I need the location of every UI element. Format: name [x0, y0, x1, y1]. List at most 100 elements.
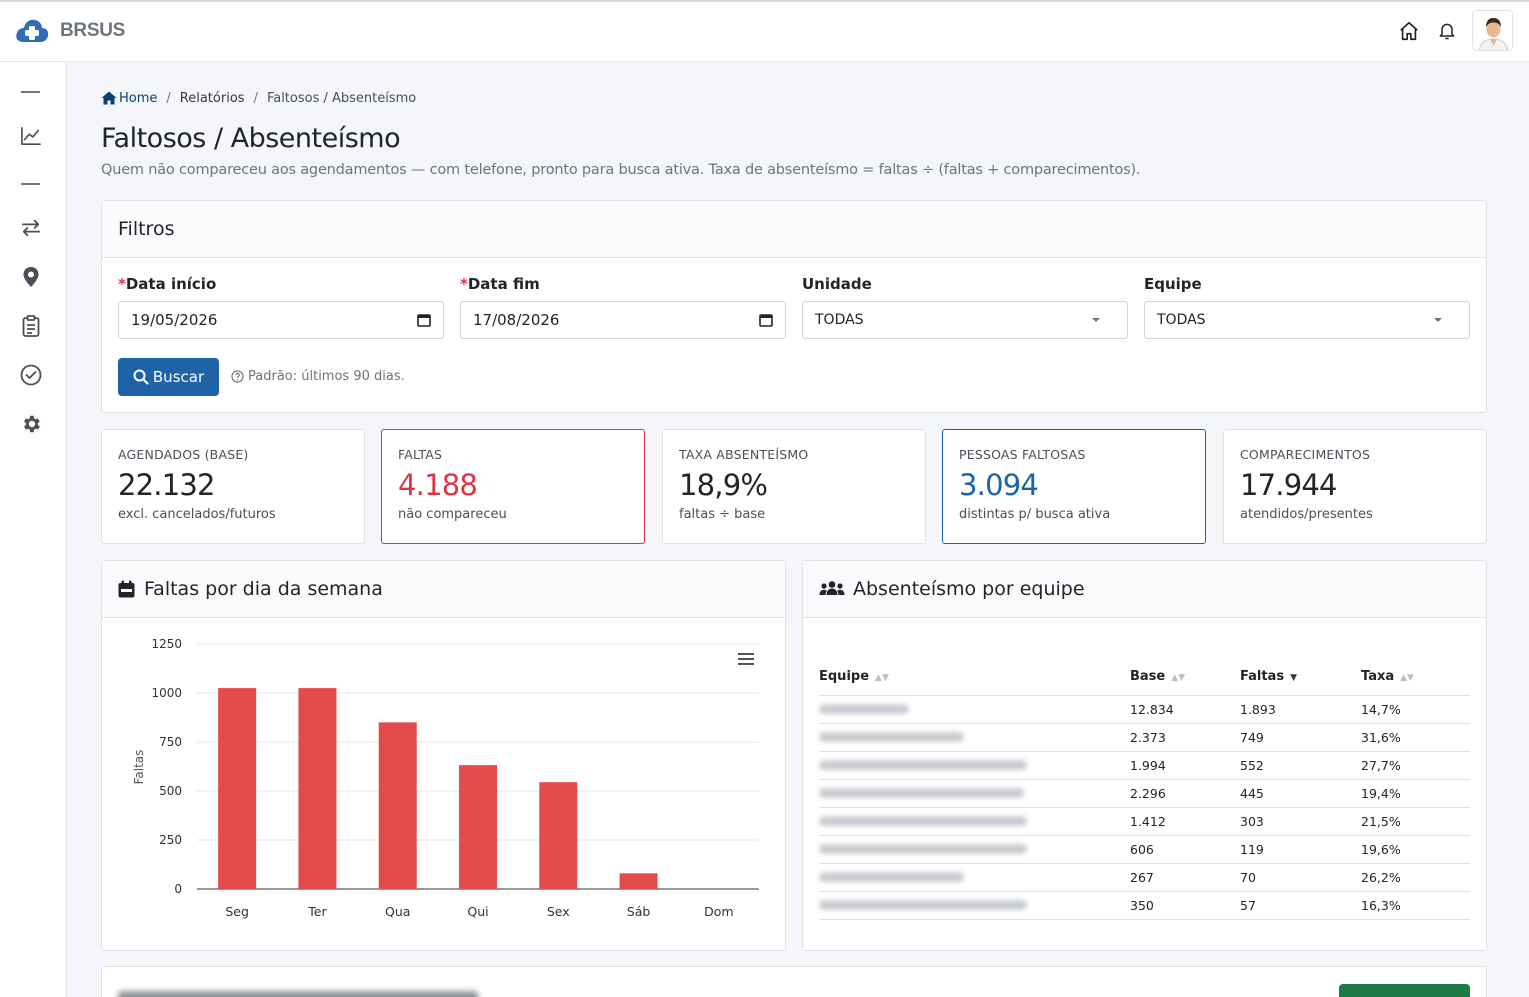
- column-header-absences[interactable]: Faltas ▼: [1240, 659, 1361, 696]
- kpi-value: 4.188: [398, 468, 478, 502]
- end-date-input[interactable]: 17/08/2026: [460, 301, 786, 339]
- kpi-note: faltas ÷ base: [679, 507, 766, 522]
- page-title: Faltosos / Absenteísmo: [101, 123, 401, 154]
- column-header-team[interactable]: Equipe ▲▼: [819, 659, 1130, 696]
- chart-menu-icon[interactable]: [738, 652, 754, 666]
- y-axis-label: Faltas: [132, 750, 146, 785]
- sidebar: [0, 62, 67, 997]
- team-absence-card: Absenteísmo por equipe Equipe ▲▼ Base ▲▼ F…: [802, 560, 1487, 951]
- rate-cell: 21,5%: [1361, 807, 1470, 836]
- table-row[interactable]: 1.994 552 27,7%: [819, 751, 1470, 780]
- column-header-rate[interactable]: Taxa ▲▼: [1361, 659, 1470, 696]
- table-row[interactable]: 606 119 19,6%: [819, 835, 1470, 864]
- breadcrumb-separator: /: [253, 90, 258, 106]
- team-table: Equipe ▲▼ Base ▲▼ Faltas ▼ Taxa ▲▼ 12.834 1.8…: [819, 659, 1470, 920]
- sort-icon: ▲▼: [1171, 673, 1186, 684]
- base-cell: 350: [1130, 891, 1240, 920]
- end-date-value: 17/08/2026: [473, 311, 560, 329]
- required-mark: *: [460, 275, 468, 293]
- brand-name: BRSUS: [60, 20, 126, 41]
- breadcrumb-current: Faltosos / Absenteísmo: [266, 90, 417, 106]
- calendar-icon[interactable]: [417, 313, 431, 327]
- base-cell: 2.373: [1130, 723, 1240, 752]
- absences-cell: 552: [1240, 751, 1361, 780]
- team-name-blurred: [819, 751, 1130, 780]
- table-row[interactable]: 2.296 445 19,4%: [819, 779, 1470, 808]
- team-select[interactable]: TODAS: [1144, 301, 1470, 339]
- start-date-value: 19/05/2026: [131, 311, 218, 329]
- users-icon: [819, 581, 845, 595]
- rate-cell: 26,2%: [1361, 863, 1470, 892]
- brand[interactable]: BRSUS: [14, 16, 125, 46]
- team-name-blurred: [819, 891, 1130, 920]
- table-row[interactable]: 267 70 26,2%: [819, 863, 1470, 892]
- gear-icon[interactable]: [18, 411, 44, 437]
- sort-icon: ▲▼: [875, 673, 889, 684]
- unit-select[interactable]: TODAS: [802, 301, 1128, 339]
- team-name-blurred: [819, 835, 1130, 864]
- kpi-card-rate: TAXA ABSENTEÍSMO 18,9% faltas ÷ base: [662, 429, 926, 544]
- rate-cell: 16,3%: [1361, 891, 1470, 920]
- breadcrumb: Home / Relatórios / Faltosos / Absenteís…: [101, 80, 1487, 116]
- search-icon: [133, 369, 149, 385]
- table-row[interactable]: 12.834 1.893 14,7%: [819, 695, 1470, 724]
- calendar-icon[interactable]: [759, 313, 773, 327]
- base-cell: 12.834: [1130, 695, 1240, 724]
- rate-cell: 14,7%: [1361, 695, 1470, 724]
- team-value: TODAS: [1157, 312, 1206, 328]
- top-navbar: BRSUS: [0, 0, 1529, 62]
- required-mark: *: [118, 275, 126, 293]
- absences-cell: 303: [1240, 807, 1361, 836]
- calendar-week-icon: [118, 580, 135, 598]
- exchange-icon[interactable]: [18, 215, 44, 241]
- y-tick-label: 750: [159, 735, 182, 749]
- clipboard-icon[interactable]: [18, 313, 44, 339]
- check-circle-icon[interactable]: [18, 362, 44, 388]
- column-header-base[interactable]: Base ▲▼: [1130, 659, 1240, 696]
- unit-field: Unidade TODAS: [802, 275, 1128, 339]
- home-icon[interactable]: [1396, 18, 1422, 44]
- export-button[interactable]: [1339, 984, 1470, 997]
- table-header-row: Equipe ▲▼ Base ▲▼ Faltas ▼ Taxa ▲▼: [819, 659, 1470, 696]
- bell-icon[interactable]: [1434, 18, 1460, 44]
- breadcrumb-reports[interactable]: Relatórios: [179, 90, 245, 106]
- team-name-blurred: [819, 779, 1130, 808]
- filters-card: Filtros *Data início 19/05/2026 *Data fi…: [101, 200, 1487, 413]
- kpi-note: atendidos/presentes: [1240, 507, 1373, 522]
- table-row[interactable]: 1.412 303 21,5%: [819, 807, 1470, 836]
- bar-sáb: [619, 873, 658, 889]
- y-tick-label: 1000: [151, 686, 182, 700]
- chart-line-icon[interactable]: [18, 123, 44, 149]
- team-field: Equipe TODAS: [1144, 275, 1470, 339]
- breadcrumb-home[interactable]: Home: [101, 91, 157, 106]
- rate-cell: 27,7%: [1361, 751, 1470, 780]
- absences-cell: 57: [1240, 891, 1361, 920]
- team-name-blurred: [819, 723, 1130, 752]
- weekday-chart-title: Faltas por dia da semana: [144, 578, 383, 600]
- search-button[interactable]: Buscar: [118, 358, 219, 396]
- period-hint: Padrão: últimos 90 dias.: [231, 369, 405, 384]
- breadcrumb-separator: /: [166, 90, 171, 106]
- avatar[interactable]: [1472, 10, 1513, 51]
- y-tick-label: 0: [174, 882, 182, 896]
- team-name-blurred: [819, 695, 1130, 724]
- kpi-card-attendance: COMPARECIMENTOS 17.944 atendidos/present…: [1223, 429, 1487, 544]
- team-label: Equipe: [1144, 275, 1202, 293]
- x-tick-label: Sáb: [627, 904, 651, 919]
- caret-down-icon: [1434, 318, 1442, 322]
- filters-header: Filtros: [102, 201, 1486, 258]
- table-row[interactable]: 2.373 749 31,6%: [819, 723, 1470, 752]
- base-cell: 1.412: [1130, 807, 1240, 836]
- kpi-label: AGENDADOS (BASE): [118, 447, 249, 462]
- start-date-input[interactable]: 19/05/2026: [118, 301, 444, 339]
- unit-label: Unidade: [802, 275, 872, 293]
- kpi-note: excl. cancelados/futuros: [118, 507, 276, 522]
- end-date-label: *Data fim: [460, 275, 786, 297]
- table-row[interactable]: 350 57 16,3%: [819, 891, 1470, 920]
- brand-logo-icon: [16, 19, 49, 42]
- weekday-chart-card: Faltas por dia da semana 0 250 500 750 1000 1…: [101, 560, 786, 951]
- bar-ter: [298, 688, 337, 889]
- map-marker-icon[interactable]: [18, 264, 44, 290]
- bar-qua: [378, 722, 417, 889]
- column-header-label: Taxa: [1361, 669, 1395, 685]
